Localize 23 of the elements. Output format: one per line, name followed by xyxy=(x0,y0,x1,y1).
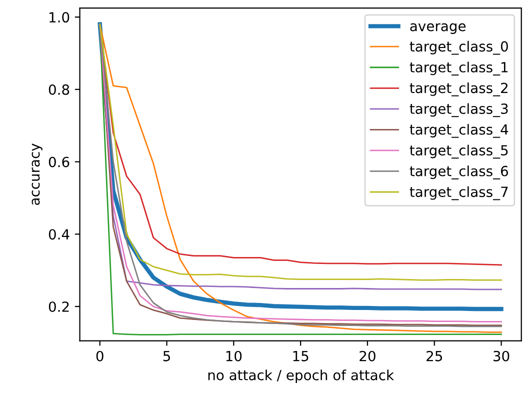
y-axis-title: accuracy xyxy=(32,144,42,205)
x-tick-label: 10 xyxy=(226,350,242,362)
x-axis-title: no attack / epoch of attack xyxy=(208,370,394,384)
legend-label: target_class_7 xyxy=(410,186,508,200)
legend-label: average xyxy=(410,23,466,34)
y-tick-label: 0.6 xyxy=(48,156,70,168)
x-tick-label: 5 xyxy=(163,351,170,362)
legend-label: target_class_3 xyxy=(410,103,508,118)
y-tick-label: 0.2 xyxy=(48,301,69,312)
x-tick-label: 15 xyxy=(293,351,308,362)
legend-label: target_class_5 xyxy=(410,144,508,159)
y-tick-label: 0.8 xyxy=(48,84,70,95)
legend-label: target_class_4 xyxy=(410,124,508,138)
x-tick-label: 25 xyxy=(426,350,442,362)
legend-label: target_class_6 xyxy=(410,166,508,180)
legend-label: target_class_1 xyxy=(410,62,508,76)
y-tick-label: 1.0 xyxy=(50,12,70,23)
x-tick-label: 0 xyxy=(96,350,104,362)
legend-label: target_class_0 xyxy=(410,40,508,55)
x-tick-label: 20 xyxy=(360,350,376,362)
legend-label: target_class_2 xyxy=(410,82,508,96)
x-tick-label: 30 xyxy=(494,350,510,362)
y-tick-label: 0.4 xyxy=(48,229,70,240)
